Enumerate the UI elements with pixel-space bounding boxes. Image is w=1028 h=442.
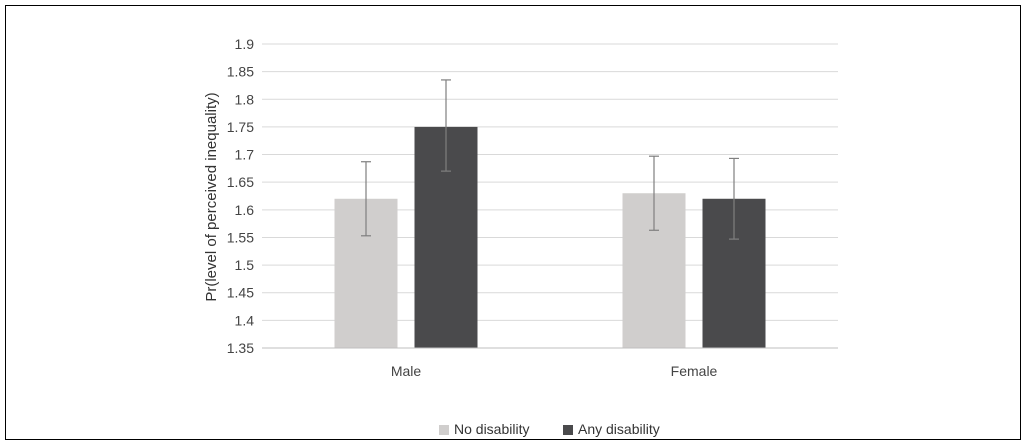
x-category-label: Male — [391, 363, 422, 379]
y-tick-label: 1.7 — [235, 147, 255, 163]
y-axis-tick-labels: 1.35 1.4 1.45 1.5 1.55 1.6 1.65 1.7 1.75 1.8 1.85 1… — [227, 36, 254, 356]
x-axis-category-labels: Male Female — [391, 363, 718, 379]
y-tick-label: 1.55 — [227, 229, 254, 245]
x-category-label: Female — [671, 363, 718, 379]
y-axis-title: Pr(level of perceived inequality) — [203, 92, 220, 301]
y-tick-label: 1.75 — [227, 119, 254, 135]
y-tick-label: 1.45 — [227, 285, 254, 301]
y-tick-label: 1.6 — [235, 202, 255, 218]
error-bar — [441, 79, 451, 172]
y-tick-label: 1.85 — [227, 64, 254, 80]
error-bar — [649, 155, 659, 231]
y-tick-label: 1.5 — [235, 257, 255, 273]
error-bars — [361, 79, 739, 240]
y-tick-label: 1.9 — [235, 36, 255, 52]
y-tick-label: 1.35 — [227, 340, 254, 356]
legend-label: Any disability — [578, 421, 660, 437]
figure-frame — [5, 5, 1021, 440]
legend-swatch — [439, 425, 449, 435]
legend-item: No disability — [439, 421, 529, 437]
y-tick-label: 1.4 — [235, 312, 255, 328]
y-tick-label: 1.65 — [227, 174, 254, 190]
error-bar — [361, 161, 371, 237]
y-tick-label: 1.8 — [235, 91, 255, 107]
legend-swatch — [563, 425, 573, 435]
legend: No disability Any disability — [439, 421, 660, 437]
legend-label: No disability — [454, 421, 529, 437]
legend-item: Any disability — [563, 421, 660, 437]
error-bar — [729, 157, 739, 240]
